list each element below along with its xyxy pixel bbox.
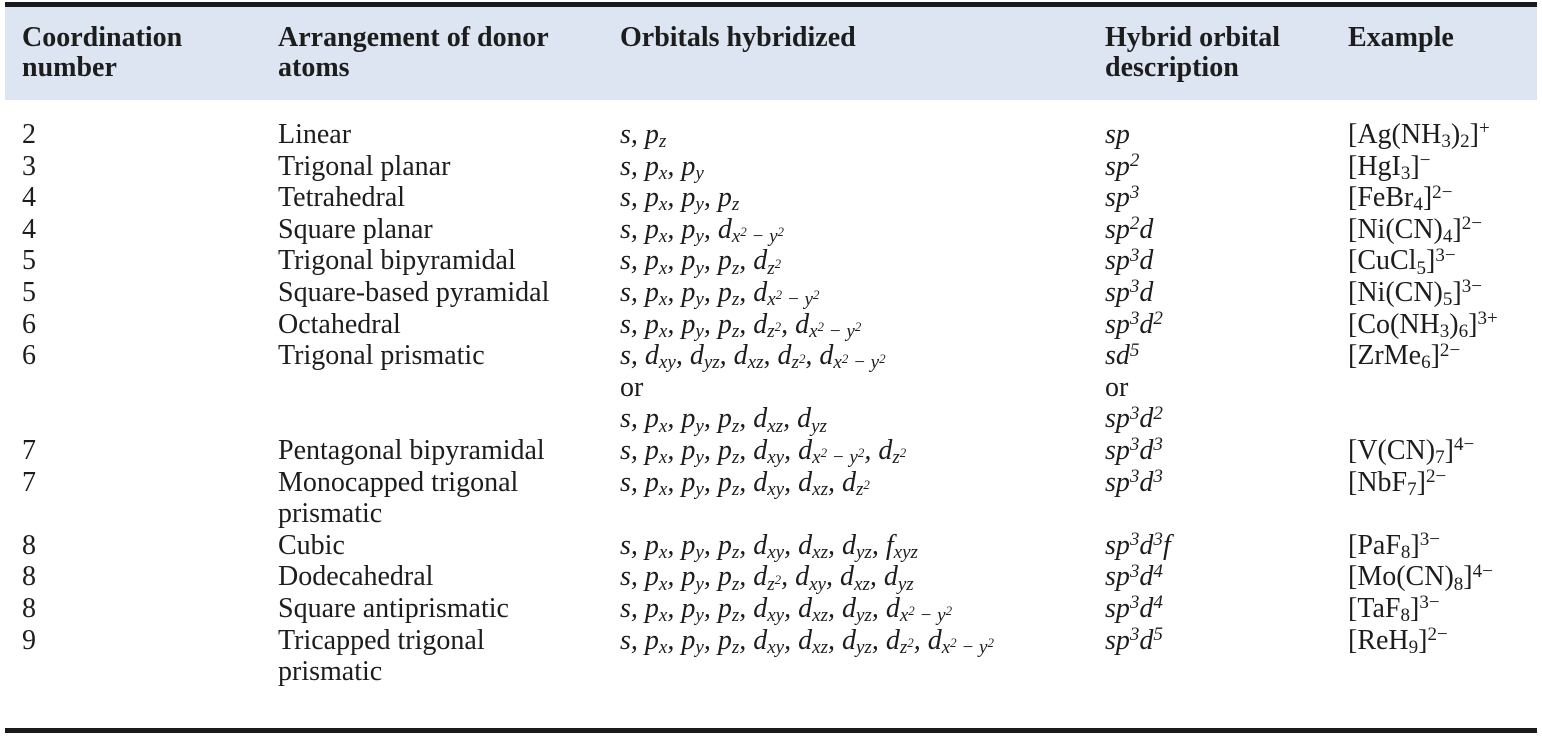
hybrid-description-cell: sp3d2 xyxy=(1105,308,1163,340)
coordination-number-cell: 2 xyxy=(22,119,36,150)
arrangement-cell: Trigonal bipyramidal xyxy=(278,245,516,277)
coordination-number-cell: 6 xyxy=(22,308,36,340)
orbitals-cell: s, px, py xyxy=(620,150,704,184)
table-row: 8 Dodecahedral s, px, py, pz, dz2, dxy, … xyxy=(5,561,1537,593)
arrangement-cell: Trigonal planar xyxy=(278,150,451,182)
example-cell: [V(CN)7]4− xyxy=(1348,434,1475,469)
hybrid-description-cell: sp3d4 xyxy=(1105,560,1163,593)
orbitals-cell: s, px, py, pz, dz2 xyxy=(620,245,782,279)
table-row: 7 Monocapped trigonal prismatic s, px, p… xyxy=(5,467,1537,530)
orbitals-cell: s, pz xyxy=(620,119,667,153)
hybrid-description-cell: sp2d xyxy=(1105,213,1154,245)
coordination-number-cell: 4 xyxy=(22,182,36,214)
hybrid-description-cell: sp3d3 xyxy=(1105,434,1163,466)
header-row: Coordination number Arrangement of donor… xyxy=(5,4,1537,100)
example-cell: [Ni(CN)4]2− xyxy=(1348,213,1482,247)
coordination-number-cell: 5 xyxy=(22,276,36,308)
orbitals-cell: s, dxy, dyz, dxz, dz2, dx2 − y2 or s, px, … xyxy=(620,340,886,437)
hybrid-description-cell: sp3 xyxy=(1105,181,1140,214)
example-cell: [Ni(CN)5]3− xyxy=(1348,276,1482,311)
orbitals-cell: s, px, py, pz, dxy, dxz, dyz, dx2 − y2 xyxy=(620,592,953,627)
orbitals-cell: s, px, py, pz, dz2, dx2 − y2 xyxy=(620,308,862,342)
coordination-number-cell: 4 xyxy=(22,213,36,245)
hybrid-description-cell: sp3d xyxy=(1105,276,1154,308)
arrangement-cell: Trigonal prismatic xyxy=(278,340,485,372)
coordination-number-cell: 6 xyxy=(22,340,36,372)
orbitals-cell: s, px, py, pz, dxy, dx2 − y2, dz2 xyxy=(620,434,907,469)
table-row: 8 Cubic s, px, py, pz, dxy, dxz, dyz, fx… xyxy=(5,530,1537,562)
table-row: 8 Square antiprismatic s, px, py, pz, dx… xyxy=(5,593,1537,625)
coordination-number-cell: 8 xyxy=(22,561,36,593)
table-row: 4 Tetrahedral s, px, py, pz sp3 [FeBr4]2… xyxy=(5,182,1537,214)
orbitals-cell: s, px, py, pz, dx2 − y2 xyxy=(620,276,820,311)
arrangement-cell: Square-based pyramidal xyxy=(278,276,550,308)
table-row: 5 Trigonal bipyramidal s, px, py, pz, dz… xyxy=(5,245,1537,277)
col-header-example: Example xyxy=(1331,4,1537,100)
orbitals-cell: s, px, py, pz, dxy, dxz, dyz, dz2, dx2 −… xyxy=(620,624,994,658)
arrangement-cell: Square antiprismatic xyxy=(278,592,509,624)
coordination-number-cell: 8 xyxy=(22,529,36,561)
coordination-number-cell: 5 xyxy=(22,245,36,277)
hybrid-description-cell: sp3d3f xyxy=(1105,529,1171,561)
coordination-number-cell: 7 xyxy=(22,466,36,498)
arrangement-cell: Cubic xyxy=(278,529,345,561)
example-cell: [ReH9]2− xyxy=(1348,623,1448,658)
table-row: 6 Trigonal prismatic s, dxy, dyz, dxz, d… xyxy=(5,340,1537,435)
arrangement-cell: Square planar xyxy=(278,213,433,245)
coordination-number-cell: 9 xyxy=(22,624,36,656)
example-cell: [NbF7]2− xyxy=(1348,465,1447,500)
hybrid-description-cell: sp2 xyxy=(1105,150,1140,182)
arrangement-cell: Tetrahedral xyxy=(278,182,406,214)
arrangement-cell: Monocapped trigonal prismatic xyxy=(278,466,519,530)
col-header-orbitals-hybridized: Orbitals hybridized xyxy=(603,4,1088,100)
example-cell: [Ag(NH3)2]+ xyxy=(1348,118,1490,153)
table-row: 4 Square planar s, px, py, dx2 − y2 sp2d… xyxy=(5,214,1537,246)
hybrid-description-cell: sd5 or sp3d2 xyxy=(1105,339,1163,435)
arrangement-cell: Linear xyxy=(278,119,352,150)
table-row: 9 Tricapped trigonal prismatic s, px, py… xyxy=(5,625,1537,731)
arrangement-cell: Pentagonal bipyramidal xyxy=(278,434,545,466)
hybrid-description-cell: sp3d xyxy=(1105,244,1154,277)
table-row: 2 Linear s, pz sp [Ag(NH3)2]+ xyxy=(5,100,1537,151)
table-row: 6 Octahedral s, px, py, pz, dz2, dx2 − y… xyxy=(5,309,1537,341)
example-cell: [TaF8]3− xyxy=(1348,592,1440,627)
table-header: Coordination number Arrangement of donor… xyxy=(5,4,1537,100)
orbitals-cell: s, px, py, pz xyxy=(620,182,740,216)
orbitals-cell: s, px, py, dx2 − y2 xyxy=(620,213,785,247)
arrangement-cell: Octahedral xyxy=(278,308,401,340)
hybrid-description-cell: sp3d4 xyxy=(1105,592,1163,624)
arrangement-cell: Dodecahedral xyxy=(278,561,434,593)
example-cell: [Mo(CN)8]4− xyxy=(1348,560,1493,595)
example-cell: [CuCl5]3− xyxy=(1348,244,1456,279)
hybrid-description-cell: sp3d5 xyxy=(1105,623,1163,656)
orbitals-cell: s, px, py, pz, dxy, dxz, dyz, fxyz xyxy=(620,529,918,563)
table-row: 7 Pentagonal bipyramidal s, px, py, pz, … xyxy=(5,435,1537,467)
coordination-number-cell: 3 xyxy=(22,150,36,182)
example-cell: [Co(NH3)6]3+ xyxy=(1348,308,1498,342)
coordination-number-cell: 7 xyxy=(22,434,36,466)
table-row: 3 Trigonal planar s, px, py sp2 [HgI3]− xyxy=(5,151,1537,183)
hybridization-table: Coordination number Arrangement of donor… xyxy=(5,2,1537,733)
orbitals-cell: s, px, py, pz, dxy, dxz, dz2 xyxy=(620,466,870,500)
example-cell: [FeBr4]2− xyxy=(1348,181,1453,216)
example-cell: [ZrMe6]2− xyxy=(1348,339,1461,374)
col-header-arrangement: Arrangement of donor atoms xyxy=(261,4,603,100)
hybrid-description-cell: sp3d3 xyxy=(1105,465,1163,498)
table-body: 2 Linear s, pz sp [Ag(NH3)2]+ 3 Trigonal… xyxy=(5,100,1537,730)
hybrid-description-cell: sp xyxy=(1105,119,1130,150)
coordination-number-cell: 8 xyxy=(22,592,36,624)
col-header-hybrid-orbital-description: Hybrid orbital description xyxy=(1088,4,1331,100)
table-row: 5 Square-based pyramidal s, px, py, pz, … xyxy=(5,277,1537,309)
col-header-coordination-number: Coordination number xyxy=(5,4,261,100)
example-cell: [PaF8]3− xyxy=(1348,529,1440,563)
orbitals-cell: s, px, py, pz, dz2, dxy, dxz, dyz xyxy=(620,561,914,595)
arrangement-cell: Tricapped trigonal prismatic xyxy=(278,624,485,688)
example-cell: [HgI3]− xyxy=(1348,150,1431,184)
